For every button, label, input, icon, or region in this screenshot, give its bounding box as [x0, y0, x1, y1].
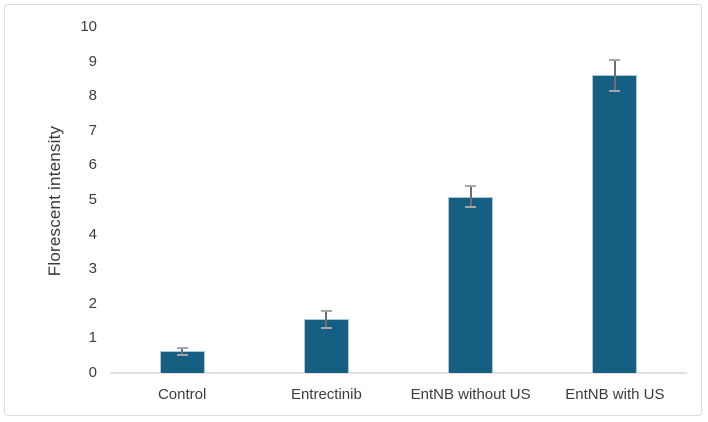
y-tick-label: 4 — [88, 225, 97, 243]
y-tick-label: 7 — [88, 121, 97, 139]
bar-chart: Florescent intensity 0 1 2 3 4 5 6 7 8 9 10 Contro… — [5, 5, 701, 415]
error-bar — [469, 186, 472, 207]
error-bar-top-cap — [176, 346, 188, 349]
y-tick-label: 6 — [88, 156, 97, 174]
y-tick-label: 5 — [88, 191, 97, 208]
y-tick-label: 3 — [88, 260, 97, 278]
y-tick-label: 8 — [88, 87, 97, 105]
y-tick-label: 1 — [88, 329, 97, 347]
x-category-label: Control — [157, 386, 207, 403]
error-bar-bottom-cap — [320, 327, 332, 330]
x-category-label: Entrectinib — [290, 386, 362, 403]
y-tick-label: 0 — [88, 364, 97, 381]
y-tick-label: 2 — [88, 294, 97, 312]
chart-frame: Florescent intensity 0 1 2 3 4 5 6 7 8 9 10 Contro… — [4, 4, 702, 416]
error-bar-top-cap — [609, 58, 621, 61]
bar-entnb-with-us — [592, 75, 638, 373]
x-category-label: EntNB with US — [565, 386, 665, 403]
error-bar-top-cap — [320, 309, 332, 312]
error-bar-bottom-cap — [465, 205, 477, 208]
bar-entnb-without-us — [448, 196, 494, 373]
error-bar-bottom-cap — [176, 353, 188, 356]
x-axis-line — [110, 372, 687, 374]
y-tick-label: 9 — [88, 52, 97, 70]
error-bar — [325, 310, 328, 329]
y-tick-label: 10 — [80, 18, 97, 35]
error-bar-top-cap — [465, 185, 477, 188]
x-category-label: EntNB without US — [410, 386, 531, 403]
error-bar — [181, 347, 184, 355]
error-bar-bottom-cap — [609, 90, 621, 92]
error-bar — [613, 59, 616, 91]
